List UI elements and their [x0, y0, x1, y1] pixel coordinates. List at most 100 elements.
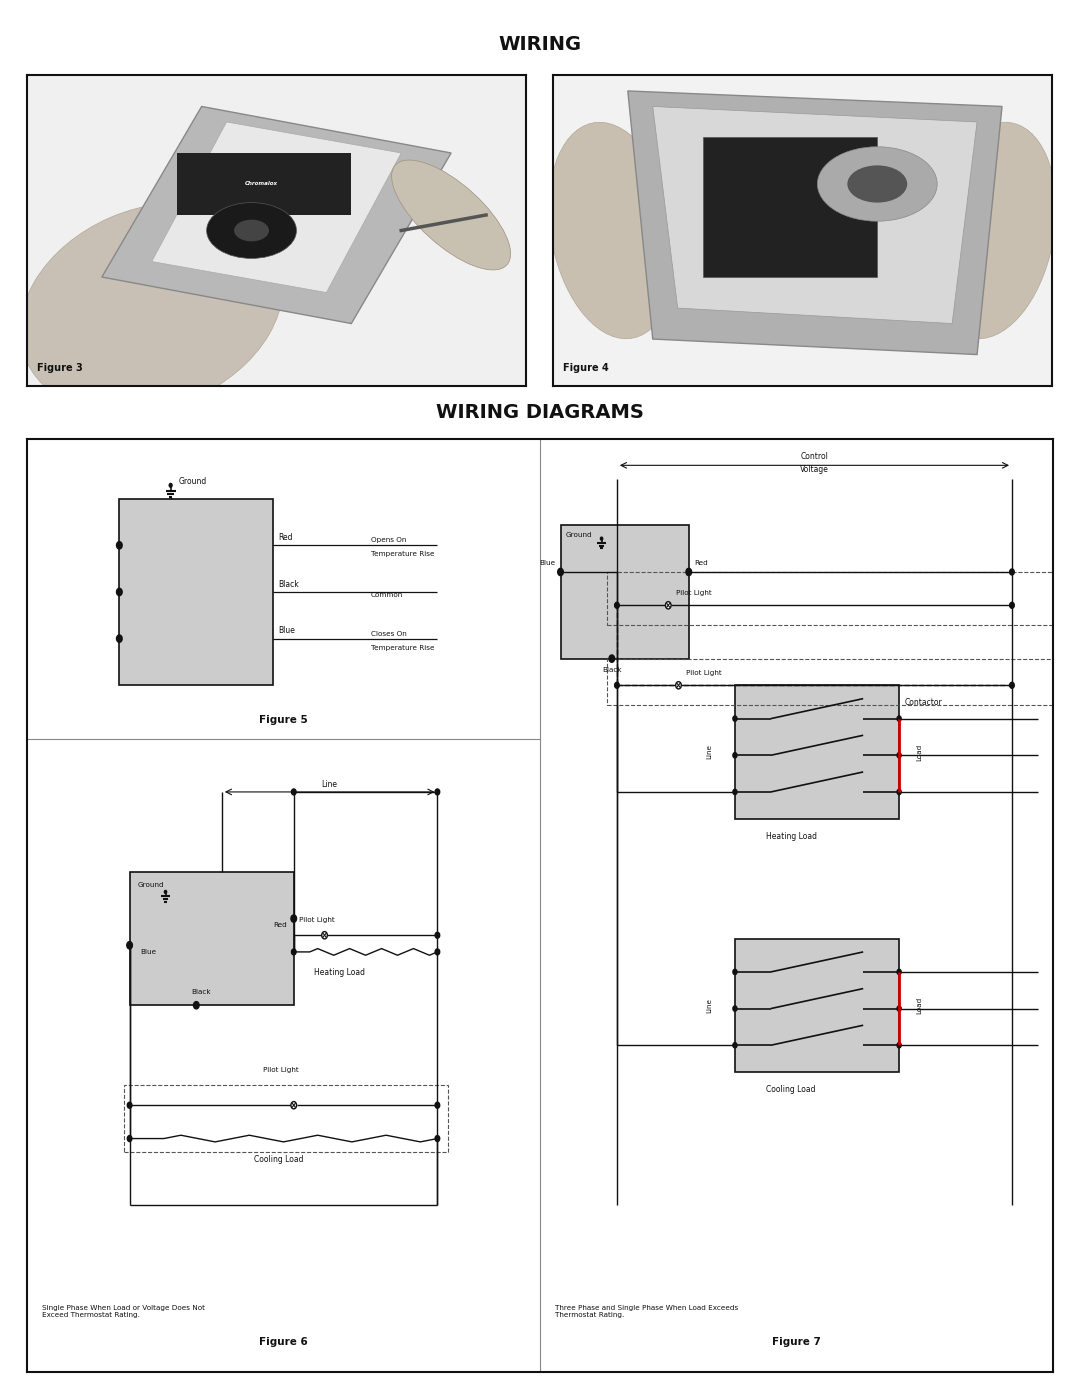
Text: Opens On: Opens On	[370, 538, 406, 543]
Circle shape	[557, 569, 564, 576]
Text: Three Phase and Single Phase When Load Exceeds
Thermostat Rating.: Three Phase and Single Phase When Load E…	[555, 1305, 739, 1319]
Text: Blue: Blue	[539, 560, 555, 566]
Circle shape	[897, 715, 901, 721]
Bar	[734, 686, 899, 819]
Circle shape	[676, 682, 681, 689]
Text: Figure 3: Figure 3	[37, 363, 83, 373]
Ellipse shape	[549, 123, 677, 338]
Circle shape	[291, 1102, 297, 1109]
Circle shape	[1010, 602, 1014, 608]
Circle shape	[733, 1006, 737, 1011]
Polygon shape	[627, 91, 1002, 355]
Circle shape	[127, 1102, 132, 1108]
Text: Voltage: Voltage	[800, 465, 828, 474]
Circle shape	[435, 1136, 440, 1141]
Text: Cooling Load: Cooling Load	[254, 1155, 303, 1164]
Circle shape	[292, 789, 296, 795]
Text: WIRING: WIRING	[499, 35, 581, 53]
Text: Red: Red	[279, 534, 293, 542]
Text: WIRING DIAGRAMS: WIRING DIAGRAMS	[436, 402, 644, 422]
Polygon shape	[652, 106, 977, 324]
Bar	[561, 525, 689, 658]
Circle shape	[686, 569, 691, 576]
Text: Figure 5: Figure 5	[259, 715, 308, 725]
Circle shape	[733, 753, 737, 759]
Circle shape	[164, 890, 166, 894]
Circle shape	[435, 1102, 440, 1108]
Circle shape	[897, 970, 901, 975]
Text: Load: Load	[917, 996, 922, 1014]
Circle shape	[291, 915, 297, 922]
Circle shape	[126, 942, 133, 949]
Text: Load: Load	[917, 743, 922, 760]
Text: Black: Black	[279, 580, 299, 588]
Circle shape	[117, 636, 122, 643]
Text: Temperature Rise: Temperature Rise	[370, 644, 434, 651]
Circle shape	[733, 1042, 737, 1048]
Circle shape	[897, 1042, 901, 1048]
Bar	[734, 939, 899, 1071]
Text: Black: Black	[191, 989, 212, 995]
Circle shape	[292, 949, 296, 956]
Text: Figure 6: Figure 6	[259, 1337, 308, 1347]
Circle shape	[127, 1136, 132, 1141]
Circle shape	[1010, 569, 1014, 576]
Circle shape	[117, 542, 122, 549]
Text: Ground: Ground	[178, 478, 206, 486]
Bar	[607, 571, 1053, 626]
Circle shape	[609, 655, 615, 662]
Circle shape	[206, 203, 296, 258]
Text: Line: Line	[322, 781, 338, 789]
Text: Figure 7: Figure 7	[772, 1337, 821, 1347]
Circle shape	[897, 753, 901, 759]
Circle shape	[733, 970, 737, 975]
Circle shape	[435, 789, 440, 795]
Circle shape	[615, 602, 619, 608]
Text: Cooling Load: Cooling Load	[766, 1085, 815, 1094]
Polygon shape	[151, 122, 402, 292]
Text: Red: Red	[273, 922, 287, 928]
Circle shape	[322, 932, 327, 939]
Text: Pilot Light: Pilot Light	[264, 1067, 299, 1073]
Text: Blue: Blue	[140, 949, 156, 956]
Text: Contactor: Contactor	[904, 698, 942, 707]
Bar	[607, 658, 1053, 705]
Text: Line: Line	[706, 997, 713, 1013]
Text: Ground: Ground	[566, 532, 592, 538]
Text: Ground: Ground	[137, 882, 164, 888]
Circle shape	[435, 932, 440, 939]
Circle shape	[848, 165, 907, 203]
Circle shape	[818, 147, 937, 221]
Text: Pilot Light: Pilot Light	[299, 916, 335, 923]
Text: Heating Load: Heating Load	[766, 831, 816, 841]
Bar	[119, 499, 273, 686]
Circle shape	[897, 789, 901, 795]
Text: Chromalox: Chromalox	[245, 182, 278, 186]
Text: Heating Load: Heating Load	[314, 968, 365, 978]
Text: Single Phase When Load or Voltage Does Not
Exceed Thermostat Rating.: Single Phase When Load or Voltage Does N…	[42, 1305, 205, 1319]
Text: Pilot Light: Pilot Light	[676, 591, 712, 597]
Bar	[130, 872, 294, 1006]
Text: Closes On: Closes On	[370, 630, 406, 637]
Circle shape	[615, 682, 619, 689]
Circle shape	[733, 715, 737, 721]
Bar	[177, 154, 351, 215]
Circle shape	[193, 1002, 199, 1009]
Circle shape	[117, 588, 122, 595]
Bar	[124, 1085, 447, 1153]
Circle shape	[600, 538, 603, 541]
Text: Blue: Blue	[279, 626, 295, 636]
Ellipse shape	[392, 161, 511, 270]
Text: Black: Black	[602, 666, 622, 673]
Circle shape	[733, 789, 737, 795]
Text: Common: Common	[370, 592, 403, 598]
Text: Control: Control	[800, 451, 828, 461]
Circle shape	[435, 949, 440, 956]
Text: Pilot Light: Pilot Light	[686, 671, 721, 676]
Polygon shape	[102, 106, 451, 324]
Bar	[703, 137, 877, 277]
Circle shape	[897, 1006, 901, 1011]
Circle shape	[1010, 682, 1014, 689]
Text: Red: Red	[693, 560, 707, 566]
Text: Line: Line	[706, 745, 713, 760]
